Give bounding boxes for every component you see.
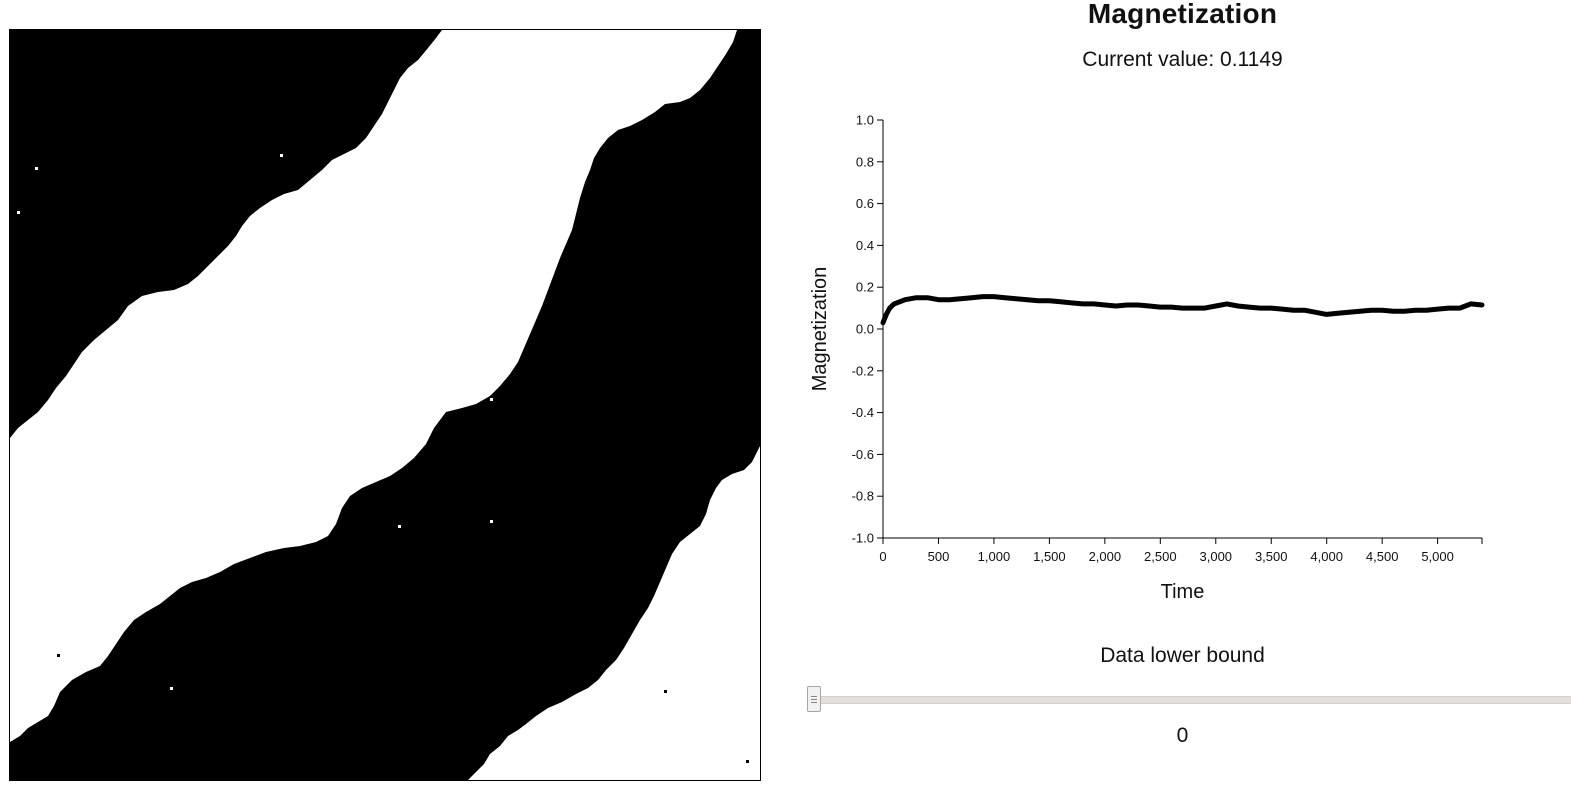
y-tick-label: -0.6 <box>852 447 874 462</box>
magnetization-series-line <box>880 294 1485 326</box>
slider-track[interactable] <box>812 696 1571 704</box>
y-tick-label: 0.2 <box>856 280 874 295</box>
lattice-spins <box>10 30 760 780</box>
magnetization-panel: Magnetization Current value: 0.1149 1.0 0… <box>790 0 1571 806</box>
y-tick-label: 0.4 <box>856 238 874 253</box>
current-value: Current value: 0.1149 <box>1082 48 1283 71</box>
slider-value: 0 <box>1176 724 1189 747</box>
x-tick-label: 0 <box>879 549 886 564</box>
ising-lattice-canvas <box>9 29 761 781</box>
y-axis-title: Magnetization <box>809 267 831 392</box>
x-tick-label: 3,000 <box>1200 549 1233 564</box>
x-tick-label: 3,500 <box>1255 549 1288 564</box>
x-tick-label: 2,000 <box>1089 549 1122 564</box>
x-tick-label: 2,500 <box>1144 549 1177 564</box>
y-tick-label: -0.2 <box>852 363 874 378</box>
y-tick-label: 0.8 <box>856 154 874 169</box>
chart-title: Magnetization <box>1087 0 1278 29</box>
y-tick-label: 0.0 <box>856 322 874 337</box>
grip-icon <box>811 701 817 703</box>
spin-up-domain <box>10 30 737 742</box>
slider-label: Data lower bound <box>1100 644 1265 667</box>
x-tick-label: 1,500 <box>1033 549 1066 564</box>
grip-icon <box>811 698 817 700</box>
x-tick-label: 5,000 <box>1421 549 1454 564</box>
y-tick-label: -0.8 <box>852 489 874 504</box>
y-tick-label: -1.0 <box>852 531 874 546</box>
grip-icon <box>811 695 817 697</box>
x-tick-label: 1,000 <box>978 549 1011 564</box>
x-tick-label: 500 <box>928 549 950 564</box>
y-tick-label: 1.0 <box>856 113 874 128</box>
x-axis-title: Time <box>1161 581 1205 603</box>
y-tick-label: -0.4 <box>852 405 874 420</box>
magnetization-chart: 1.0 0.8 0.6 0.4 0.2 0.0 -0.2 -0.4 -0.6 -0.8 -1.0 0 5… <box>809 113 1485 603</box>
y-tick-label: 0.6 <box>856 196 874 211</box>
x-tick-label: 4,000 <box>1310 549 1343 564</box>
slider-handle[interactable] <box>807 686 821 712</box>
x-tick-label: 4,500 <box>1366 549 1399 564</box>
spin-up-domain <box>468 446 760 780</box>
